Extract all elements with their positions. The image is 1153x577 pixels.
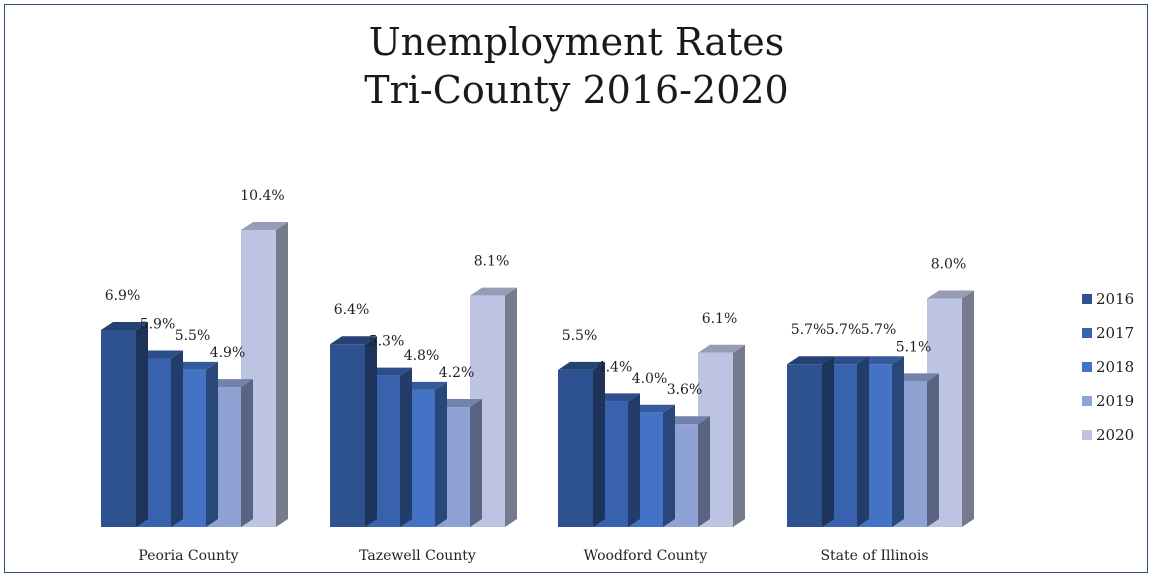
data-label-state-of-illinois-2018: 5.7% — [861, 322, 897, 338]
bar-side-state-of-illinois-2019 — [927, 373, 939, 527]
bar-top-tazewell-county-2020 — [470, 287, 517, 296]
data-label-tazewell-county-2019: 4.2% — [439, 365, 475, 381]
data-label-state-of-illinois-2019: 5.1% — [896, 339, 932, 355]
bar-top-state-of-illinois-2016 — [787, 356, 834, 365]
data-label-peoria-county-2020: 10.4% — [240, 188, 284, 204]
bar-tazewell-county-2016 — [330, 344, 365, 527]
legend-swatch-2017 — [1082, 328, 1092, 338]
data-label-woodford-county-2018: 4.0% — [632, 371, 668, 387]
bar-top-tazewell-county-2016 — [330, 336, 377, 345]
chart-title: Unemployment Rates Tri-County 2016-2020 — [0, 18, 1153, 114]
legend-label-2019: 2019 — [1096, 392, 1135, 410]
bar-side-peoria-county-2020 — [276, 222, 288, 527]
legend-swatch-2018 — [1082, 362, 1092, 372]
data-label-tazewell-county-2016: 6.4% — [334, 302, 370, 318]
bar-side-peoria-county-2019 — [241, 379, 253, 527]
bar-side-tazewell-county-2018 — [435, 381, 447, 527]
legend-item-2018: 2018 — [1082, 350, 1134, 384]
data-label-peoria-county-2019: 4.9% — [210, 345, 246, 361]
data-label-woodford-county-2020: 6.1% — [702, 311, 738, 327]
bar-side-woodford-county-2016 — [593, 361, 605, 527]
legend-label-2020: 2020 — [1096, 426, 1135, 444]
legend-swatch-2016 — [1082, 294, 1092, 304]
bar-side-tazewell-county-2020 — [505, 287, 517, 527]
bar-top-woodford-county-2016 — [558, 361, 605, 370]
bar-side-woodford-county-2017 — [628, 393, 640, 527]
category-label-woodford-county: Woodford County — [584, 548, 708, 564]
data-label-peoria-county-2017: 5.9% — [140, 317, 176, 333]
bar-top-state-of-illinois-2020 — [927, 290, 974, 299]
bar-peoria-county-2016 — [101, 329, 136, 527]
bar-side-peoria-county-2016 — [136, 321, 148, 527]
bar-side-woodford-county-2019 — [698, 416, 710, 527]
data-label-woodford-county-2016: 5.5% — [562, 328, 598, 344]
legend-item-2016: 2016 — [1082, 282, 1134, 316]
bar-side-woodford-county-2018 — [663, 404, 675, 527]
data-label-state-of-illinois-2020: 8.0% — [931, 257, 967, 273]
category-label-tazewell-county: Tazewell County — [359, 548, 476, 564]
data-label-woodford-county-2019: 3.6% — [667, 382, 703, 398]
data-label-tazewell-county-2020: 8.1% — [474, 254, 510, 270]
bar-side-state-of-illinois-2018 — [892, 356, 904, 527]
data-label-state-of-illinois-2016: 5.7% — [791, 322, 827, 338]
legend-label-2016: 2016 — [1096, 290, 1135, 308]
legend-label-2018: 2018 — [1096, 358, 1135, 376]
bar-side-state-of-illinois-2016 — [822, 356, 834, 527]
chart-legend: 2016 2017 2018 2019 2020 — [1082, 282, 1134, 452]
bar-top-peoria-county-2020 — [241, 222, 288, 230]
bar-woodford-county-2016 — [558, 369, 593, 527]
bar-top-woodford-county-2020 — [698, 344, 745, 353]
data-label-peoria-county-2018: 5.5% — [175, 328, 211, 344]
data-label-woodford-county-2017: 4.4% — [597, 359, 633, 375]
bar-side-peoria-county-2018 — [206, 361, 218, 527]
bar-side-tazewell-county-2019 — [470, 399, 482, 527]
chart-title-line-2: Tri-County 2016-2020 — [364, 68, 789, 112]
legend-item-2020: 2020 — [1082, 418, 1134, 452]
legend-label-2017: 2017 — [1096, 324, 1135, 342]
chart-title-line-1: Unemployment Rates — [368, 20, 785, 64]
data-label-state-of-illinois-2017: 5.7% — [826, 322, 862, 338]
bar-state-of-illinois-2016 — [787, 364, 822, 527]
category-label-state-of-illinois: State of Illinois — [820, 548, 928, 564]
bar-side-peoria-county-2017 — [171, 350, 183, 527]
category-label-peoria-county: Peoria County — [138, 548, 238, 564]
bar-side-state-of-illinois-2017 — [857, 356, 869, 527]
legend-item-2017: 2017 — [1082, 316, 1134, 350]
legend-swatch-2020 — [1082, 430, 1092, 440]
bar-side-state-of-illinois-2020 — [962, 290, 974, 527]
data-label-peoria-county-2016: 6.9% — [105, 288, 141, 304]
bar-side-tazewell-county-2016 — [365, 336, 377, 527]
data-label-tazewell-county-2017: 5.3% — [369, 334, 405, 350]
data-label-tazewell-county-2018: 4.8% — [404, 348, 440, 364]
legend-swatch-2019 — [1082, 396, 1092, 406]
bar-side-tazewell-county-2017 — [400, 367, 412, 527]
bar-side-woodford-county-2020 — [733, 344, 745, 527]
bar-top-peoria-county-2016 — [101, 321, 148, 330]
legend-item-2019: 2019 — [1082, 384, 1134, 418]
